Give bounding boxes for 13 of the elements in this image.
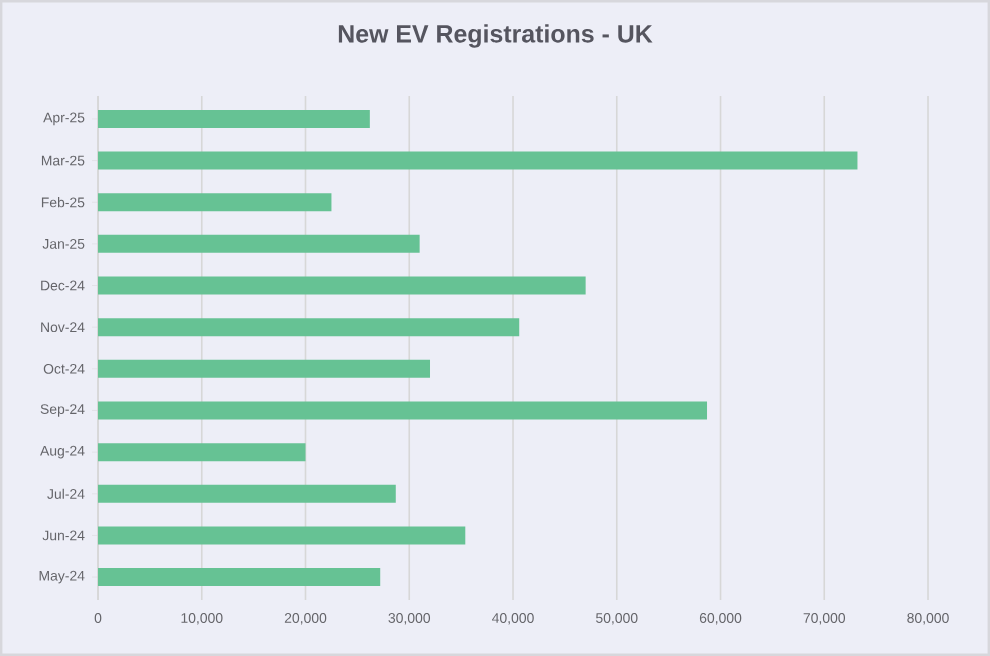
bar bbox=[98, 401, 708, 420]
bar bbox=[98, 234, 420, 253]
bar bbox=[98, 359, 431, 378]
bar bbox=[98, 443, 306, 462]
bar bbox=[98, 276, 586, 295]
bar bbox=[98, 568, 381, 587]
bar bbox=[98, 318, 520, 337]
bar bbox=[98, 109, 370, 128]
bar bbox=[98, 484, 396, 503]
bar bbox=[98, 526, 466, 545]
chart-title: New EV Registrations - UK bbox=[338, 24, 653, 48]
bar bbox=[98, 151, 858, 170]
bar bbox=[98, 193, 332, 212]
